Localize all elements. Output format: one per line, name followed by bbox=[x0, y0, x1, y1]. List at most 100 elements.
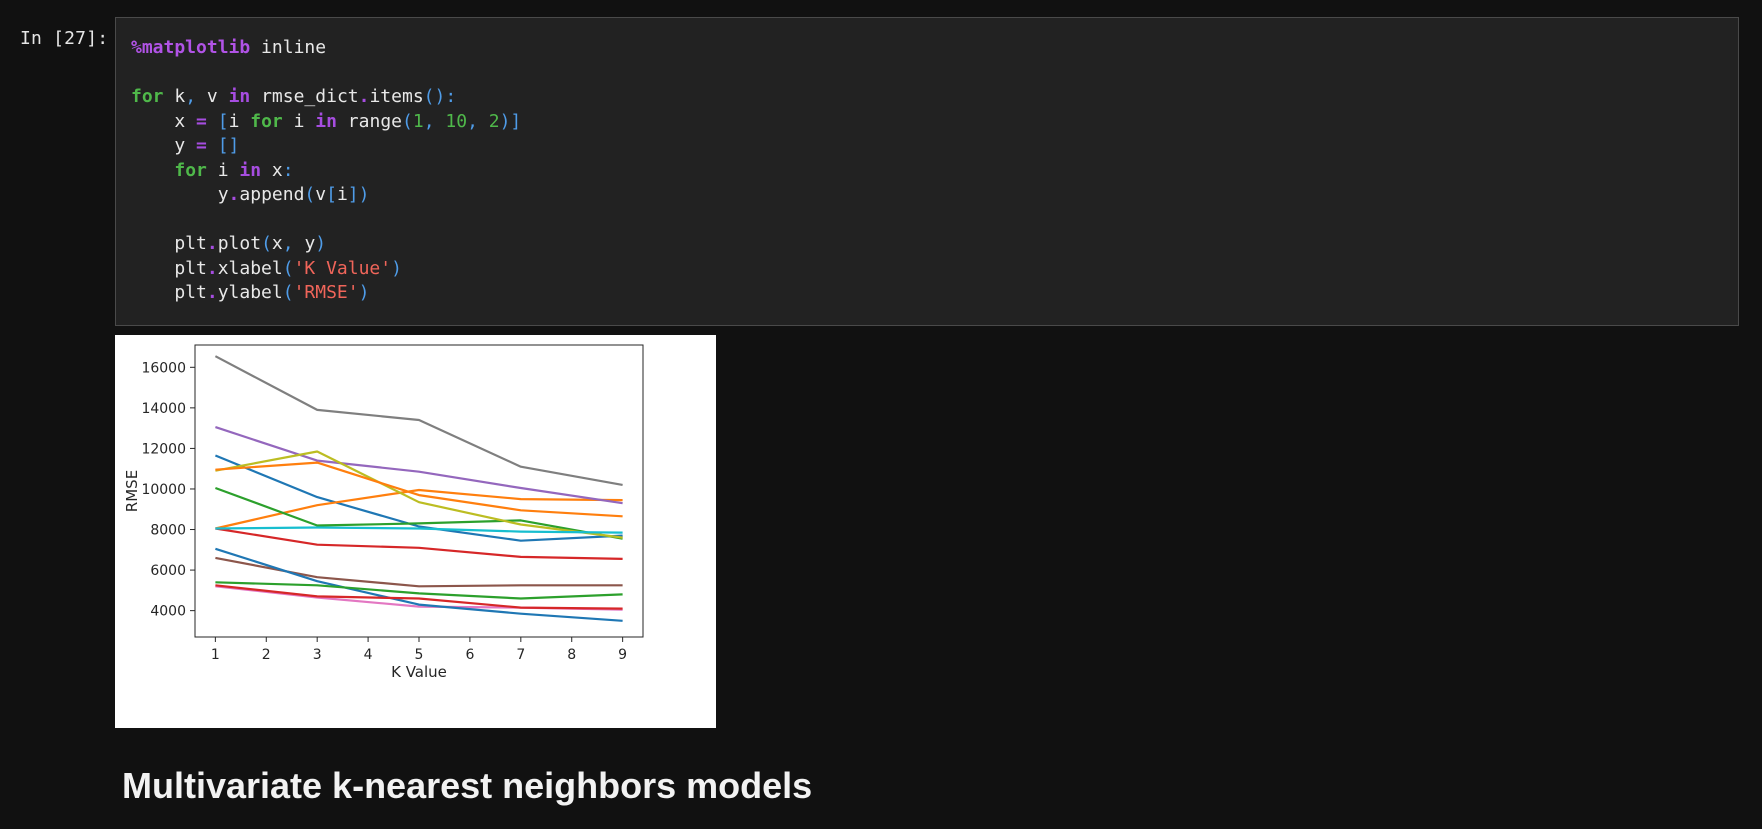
code-token: 10 bbox=[445, 110, 468, 132]
series-line bbox=[215, 584, 623, 610]
y-tick-label: 16000 bbox=[141, 360, 186, 376]
markdown-heading: Multivariate k-nearest neighbors models bbox=[122, 765, 813, 806]
x-tick-label: 6 bbox=[465, 647, 474, 663]
code-token: y bbox=[131, 135, 197, 156]
code-token: 'K Value' bbox=[293, 257, 392, 279]
series-line bbox=[215, 581, 623, 600]
code-token: ]) bbox=[347, 184, 370, 205]
code-token: [] bbox=[217, 135, 240, 156]
code-token bbox=[207, 135, 218, 156]
code-token: inline bbox=[250, 37, 327, 58]
code-token: ) bbox=[391, 257, 402, 279]
code-line: plt.ylabel('RMSE') bbox=[131, 281, 521, 306]
code-token: ( bbox=[402, 110, 413, 132]
code-token: . bbox=[206, 282, 218, 303]
x-tick-label: 2 bbox=[262, 647, 271, 663]
code-token bbox=[131, 160, 174, 181]
code-token: 2 bbox=[488, 110, 500, 132]
code-token: i bbox=[282, 110, 316, 132]
code-token: range bbox=[336, 110, 402, 132]
x-tick-label: 8 bbox=[567, 647, 576, 663]
series-line bbox=[215, 547, 623, 622]
code-token: xlabel bbox=[217, 257, 283, 279]
code-block[interactable]: %matplotlib inline​for k, v in rmse_dict… bbox=[131, 36, 521, 306]
code-line: y.append(v[i]) bbox=[131, 183, 521, 208]
code-token: v bbox=[315, 184, 327, 205]
code-line: y = [] bbox=[131, 134, 521, 159]
code-token: in bbox=[315, 110, 337, 132]
code-token: ( bbox=[282, 257, 294, 279]
code-token: , bbox=[423, 110, 446, 132]
code-token: in bbox=[239, 159, 262, 181]
x-tick-label: 4 bbox=[364, 647, 373, 663]
code-token: = bbox=[196, 135, 207, 156]
x-axis-label: K Value bbox=[391, 663, 447, 681]
code-token: . bbox=[206, 233, 218, 254]
code-token: ) bbox=[358, 282, 370, 303]
line-chart: 1 2 3 4 5 6 7 8 9 4000 6000 8000 10000 12000 14000 1600… bbox=[123, 344, 644, 681]
series-line bbox=[215, 450, 623, 539]
code-line: plt.xlabel('K Value') bbox=[131, 257, 521, 282]
x-tick-label: 5 bbox=[415, 647, 424, 663]
code-line: x = [i for i in range(1, 10, 2)] bbox=[131, 110, 521, 135]
code-cell-editor[interactable]: %matplotlib inline​for k, v in rmse_dict… bbox=[115, 17, 1739, 326]
y-tick-label: 4000 bbox=[150, 604, 186, 620]
series-line bbox=[215, 527, 623, 560]
x-tick-label: 1 bbox=[211, 647, 220, 663]
code-token: i bbox=[336, 184, 348, 205]
code-token: for bbox=[131, 86, 164, 107]
code-line: ​ bbox=[131, 208, 521, 233]
y-axis-label: RMSE bbox=[123, 470, 141, 512]
y-tick-label: 8000 bbox=[150, 523, 186, 539]
cell-prompt: In [27]: bbox=[20, 28, 109, 49]
code-token: y bbox=[304, 233, 316, 254]
code-token: )] bbox=[499, 110, 522, 132]
code-token: v bbox=[196, 86, 229, 107]
code-line: for i in x: bbox=[131, 159, 521, 184]
code-token: i bbox=[228, 110, 251, 132]
code-token: y bbox=[131, 184, 229, 205]
y-tick-label: 10000 bbox=[141, 482, 186, 498]
code-token: k bbox=[163, 86, 186, 107]
series-line bbox=[215, 426, 623, 505]
series-line bbox=[215, 486, 623, 540]
code-token: [ bbox=[217, 110, 229, 132]
code-token: rmse_dict bbox=[250, 86, 359, 107]
code-token: plt bbox=[131, 282, 207, 303]
code-token: plt bbox=[131, 257, 207, 279]
code-token: items bbox=[369, 86, 424, 107]
code-token: ( bbox=[282, 282, 294, 303]
code-token: : bbox=[282, 159, 294, 181]
code-token: x bbox=[131, 110, 197, 132]
code-token: x bbox=[271, 233, 283, 254]
x-tick-label: 9 bbox=[618, 647, 627, 663]
code-line: for k, v in rmse_dict.items(): bbox=[131, 85, 521, 110]
code-token: 1 bbox=[412, 110, 424, 132]
code-token: append bbox=[239, 184, 305, 205]
series-line bbox=[214, 454, 623, 542]
series-line bbox=[215, 526, 623, 534]
code-token: for bbox=[174, 159, 207, 181]
code-token: %matplotlib bbox=[131, 37, 251, 58]
code-token: in bbox=[228, 86, 251, 107]
code-token: , bbox=[282, 233, 305, 254]
series-line bbox=[214, 355, 623, 486]
code-line: plt.plot(x, y) bbox=[131, 232, 521, 257]
code-token bbox=[207, 111, 218, 132]
code-token: , bbox=[185, 86, 197, 107]
code-token: 'RMSE' bbox=[293, 282, 359, 303]
code-token: for bbox=[250, 110, 283, 132]
code-token: ( bbox=[304, 184, 316, 205]
code-token: x bbox=[261, 159, 283, 181]
cell-output-plot: 1 2 3 4 5 6 7 8 9 4000 6000 8000 10000 12000 14000 1600… bbox=[115, 335, 716, 728]
x-tick-label: 7 bbox=[516, 647, 525, 663]
code-line: ​ bbox=[131, 61, 521, 86]
code-line: %matplotlib inline bbox=[131, 36, 521, 61]
y-tick-label: 12000 bbox=[141, 441, 186, 457]
code-token: [ bbox=[326, 184, 337, 205]
series-line bbox=[215, 461, 623, 518]
code-token: i bbox=[206, 159, 240, 181]
x-tick-label: 3 bbox=[313, 647, 322, 663]
code-token: ( bbox=[261, 233, 272, 254]
code-token: . bbox=[358, 86, 370, 107]
